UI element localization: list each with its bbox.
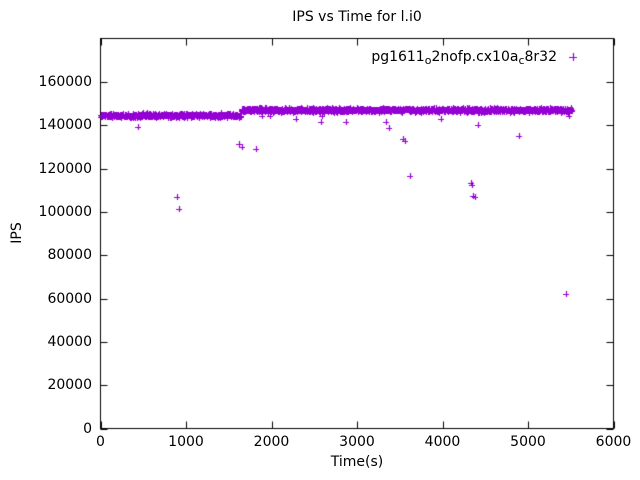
- x-tick-label: 2000: [253, 434, 290, 450]
- legend-label-text: pg1611: [371, 49, 425, 65]
- y-tick-label: 20000: [47, 377, 92, 394]
- legend-label-text: 8r32: [524, 49, 557, 65]
- x-tick-label: 5000: [510, 434, 546, 450]
- y-tick-label: 80000: [47, 247, 92, 264]
- chart-title: IPS vs Time for l.i0: [292, 9, 422, 25]
- legend-label-subscript: c: [518, 54, 525, 67]
- legend-label-text: 2nofp.cx10a: [431, 49, 519, 65]
- y-tick-label: 40000: [47, 333, 92, 350]
- y-tick-label: 60000: [47, 290, 92, 307]
- x-tick-label: 3000: [339, 434, 375, 450]
- legend-label-subscript: o: [424, 54, 432, 67]
- y-tick-label: 160000: [38, 73, 92, 90]
- x-axis-label: Time(s): [330, 454, 384, 470]
- y-tick-label: 120000: [38, 160, 92, 177]
- y-tick-label: 100000: [38, 203, 92, 220]
- x-tick-label: 6000: [595, 434, 632, 450]
- y-axis-label: IPS: [9, 222, 25, 244]
- y-tick-label: 140000: [38, 117, 92, 134]
- legend-series-label: pg1611o2nofp.cx10ac8r32: [371, 49, 557, 67]
- x-tick-label: 4000: [424, 434, 461, 450]
- x-tick-label: 0: [96, 434, 105, 450]
- x-tick-label: 1000: [168, 434, 204, 450]
- y-tick-label: 0: [83, 420, 92, 437]
